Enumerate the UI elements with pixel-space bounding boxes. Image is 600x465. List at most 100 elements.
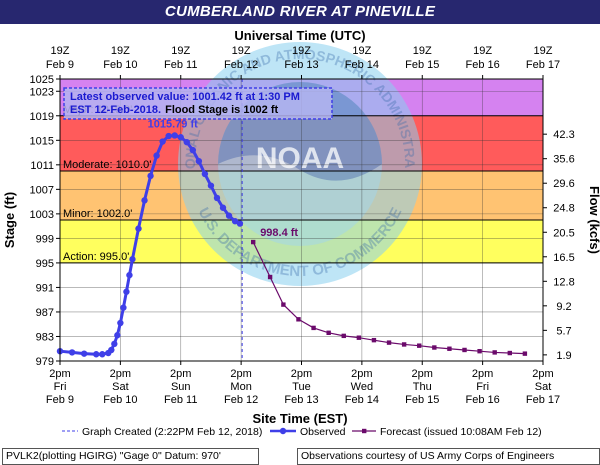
top-tick-date: Feb 13 xyxy=(284,59,318,71)
flow-tick-label: 42.3 xyxy=(553,129,574,141)
observed-point xyxy=(189,146,197,154)
observed-point xyxy=(225,212,233,219)
observed-point xyxy=(126,271,133,279)
y-tick-label: 979 xyxy=(36,356,54,368)
forecast-point xyxy=(311,325,316,331)
legend-observed-label: Observed xyxy=(300,426,346,438)
top-tick-hour: 19Z xyxy=(51,45,70,57)
top-tick-date: Feb 11 xyxy=(164,59,197,71)
observed-point xyxy=(195,157,203,165)
flood-stage-note: Flood Stage is 1002 ft xyxy=(165,104,278,116)
top-tick-date: Feb 16 xyxy=(466,59,500,71)
bottom-axis-title: Site Time (EST) xyxy=(252,411,347,426)
top-tick-hour: 19Z xyxy=(111,45,130,57)
observed-point xyxy=(111,340,118,348)
x-tick-date: Feb 9 xyxy=(46,394,74,406)
forecast-point xyxy=(371,337,377,343)
observed-point xyxy=(80,350,88,357)
watermark-noaa-text: NOAA xyxy=(256,142,344,175)
x-tick-weekday: Sat xyxy=(535,381,552,393)
x-tick-weekday: Sat xyxy=(112,381,129,393)
y-tick-label: 1011 xyxy=(30,160,54,172)
y-tick-label: 995 xyxy=(36,258,54,270)
observed-point xyxy=(177,134,184,141)
flow-tick-label: 16.5 xyxy=(553,252,574,264)
observed-point xyxy=(120,304,127,311)
forecast-point xyxy=(401,342,407,347)
observed-point xyxy=(165,132,172,140)
forecast-point xyxy=(447,346,452,351)
forecast-point xyxy=(296,317,301,322)
observed-point xyxy=(236,220,244,227)
x-tick-weekday: Fri xyxy=(54,381,67,393)
forecast-point xyxy=(507,350,512,356)
flow-tick-label: 1.9 xyxy=(556,350,571,362)
observations-credit: Observations courtesy of US Army Corps o… xyxy=(297,448,600,465)
observed-point xyxy=(171,132,178,139)
top-tick-hour: 19Z xyxy=(413,45,432,57)
top-tick-date: Feb 17 xyxy=(526,59,560,71)
observed-point xyxy=(213,194,221,202)
forecast-point xyxy=(341,333,346,339)
forecast-point xyxy=(417,343,422,348)
legend-created-label: Graph Created (2:22PM Feb 12, 2018) xyxy=(82,426,262,438)
legend-forecast-label: Forecast (issued 10:08AM Feb 12) xyxy=(380,426,542,438)
top-tick-hour: 19Z xyxy=(292,45,311,57)
forecast-point xyxy=(326,330,331,335)
observed-point xyxy=(183,138,190,146)
x-tick-weekday: Thu xyxy=(413,381,432,393)
observed-point xyxy=(141,197,148,204)
stage-line-label: Action: 995.0' xyxy=(63,251,129,263)
x-tick-date: Feb 17 xyxy=(526,394,560,406)
x-tick-date: Feb 13 xyxy=(284,394,318,406)
x-tick-date: Feb 16 xyxy=(466,394,500,406)
flow-axis-title: Flow (kcfs) xyxy=(587,186,600,254)
x-tick-date: Feb 11 xyxy=(164,394,197,406)
top-tick-hour: 19Z xyxy=(473,45,492,57)
observed-point xyxy=(201,170,209,178)
x-tick-time: 2pm xyxy=(412,368,433,380)
y-tick-label: 1003 xyxy=(30,209,54,221)
watermark-inner-disc xyxy=(218,82,382,246)
top-tick-hour: 19Z xyxy=(232,45,251,57)
observed-point xyxy=(231,218,239,225)
x-tick-time: 2pm xyxy=(472,368,493,380)
y-tick-label: 1025 xyxy=(30,74,54,86)
latest-observation-line2: EST 12-Feb-2018. Flood Stage is 1002 ft xyxy=(70,104,279,116)
stage-line-label: Moderate: 1010.0' xyxy=(63,159,151,171)
observed-point xyxy=(147,172,154,180)
y-tick-label: 987 xyxy=(36,307,54,319)
top-tick-hour: 19Z xyxy=(171,45,190,57)
x-tick-time: 2pm xyxy=(351,368,372,380)
top-tick-date: Feb 9 xyxy=(46,59,74,71)
top-tick-hour: 19Z xyxy=(352,45,371,57)
x-tick-time: 2pm xyxy=(532,368,553,380)
stage-line-label: Minor: 1002.0' xyxy=(63,208,132,220)
flow-tick-label: 12.8 xyxy=(553,276,574,288)
observed-point xyxy=(135,225,142,232)
y-tick-label: 1023 xyxy=(30,86,54,98)
y-tick-label: 999 xyxy=(36,233,54,245)
x-tick-date: Feb 10 xyxy=(103,394,137,406)
y-axis-title: Stage (ft) xyxy=(2,192,17,248)
forecast-point xyxy=(477,348,482,354)
x-tick-weekday: Mon xyxy=(230,381,251,393)
flow-tick-label: 35.6 xyxy=(553,154,574,166)
observed-point xyxy=(68,349,76,356)
x-tick-time: 2pm xyxy=(110,368,131,380)
y-tick-label: 1019 xyxy=(30,111,54,123)
y-tick-label: 991 xyxy=(36,282,54,294)
observed-point xyxy=(123,288,130,295)
x-tick-weekday: Tue xyxy=(292,381,311,393)
flow-tick-label: 9.2 xyxy=(556,301,571,313)
observed-point xyxy=(159,138,166,145)
chart-title: CUMBERLAND RIVER AT PINEVILLE xyxy=(0,0,600,24)
forecast-value-label: 998.4 ft xyxy=(260,227,298,239)
y-tick-label: 1015 xyxy=(30,135,54,147)
top-tick-date: Feb 12 xyxy=(224,59,258,71)
x-tick-time: 2pm xyxy=(291,368,312,380)
flow-tick-label: 24.8 xyxy=(553,203,574,215)
latest-observation-date: EST 12-Feb-2018. xyxy=(70,104,161,116)
flow-tick-label: 20.5 xyxy=(553,227,574,239)
